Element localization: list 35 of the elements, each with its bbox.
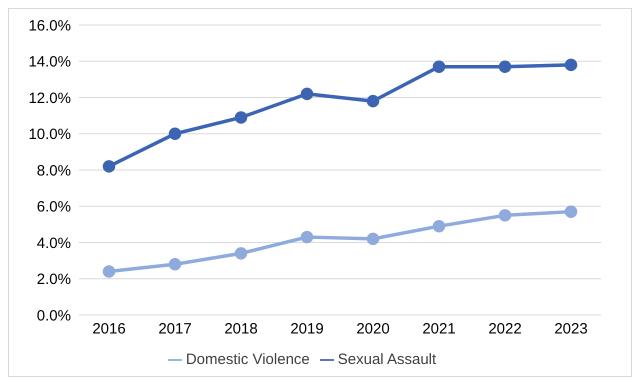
x-tick-label: 2019 — [290, 320, 324, 338]
y-tick-label: 14.0% — [28, 54, 71, 71]
x-tick-label: 2020 — [356, 320, 390, 338]
x-tick-label: 2022 — [488, 320, 522, 338]
y-tick-label: 10.0% — [28, 126, 71, 144]
y-tick-label: 16.0% — [28, 17, 71, 34]
point — [366, 232, 380, 246]
point — [300, 88, 314, 100]
point — [234, 247, 248, 260]
point — [168, 258, 182, 270]
y-tick-label: 8.0% — [36, 162, 71, 180]
point — [366, 94, 380, 108]
x-tick-label: 2016 — [92, 320, 126, 338]
y-tick-label: 6.0% — [36, 198, 71, 216]
point — [432, 60, 446, 73]
point — [498, 60, 512, 73]
x-tick-label: 2017 — [158, 320, 192, 338]
point — [300, 230, 314, 244]
y-tick-label: 12.0% — [28, 90, 71, 107]
x-tick-label: 2023 — [554, 320, 588, 338]
legend-label: Sexual Assault — [338, 351, 436, 368]
point — [234, 111, 248, 124]
x-tick-label: 2018 — [224, 320, 258, 338]
y-tick-label: 2.0% — [36, 271, 71, 288]
point — [102, 160, 116, 173]
y-tick-label: 4.0% — [36, 234, 71, 252]
point — [102, 265, 116, 278]
legend-label: Domestic Violence — [186, 351, 310, 368]
point — [564, 58, 578, 72]
y-tick-label: 0.0% — [36, 307, 71, 324]
point — [168, 128, 182, 140]
point — [564, 205, 578, 218]
x-tick-label: 2021 — [422, 320, 456, 338]
point — [498, 209, 512, 222]
point — [432, 220, 446, 232]
